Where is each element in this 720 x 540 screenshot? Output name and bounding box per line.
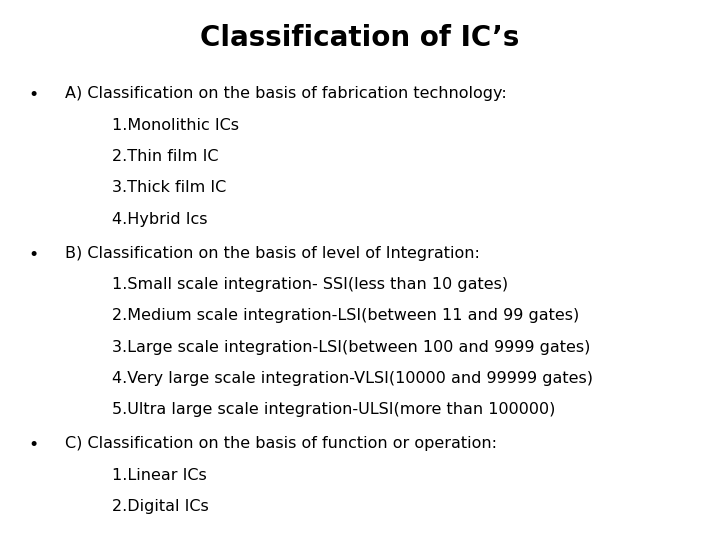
Text: 2.Thin film IC: 2.Thin film IC bbox=[112, 149, 218, 164]
Text: 3.Thick film IC: 3.Thick film IC bbox=[112, 180, 226, 195]
Text: Classification of IC’s: Classification of IC’s bbox=[200, 24, 520, 52]
Text: 1.Monolithic ICs: 1.Monolithic ICs bbox=[112, 118, 238, 133]
Text: C) Classification on the basis of function or operation:: C) Classification on the basis of functi… bbox=[65, 436, 497, 451]
Text: 4.Hybrid Ics: 4.Hybrid Ics bbox=[112, 212, 207, 227]
Text: 2.Digital ICs: 2.Digital ICs bbox=[112, 499, 208, 514]
Text: 1.Linear ICs: 1.Linear ICs bbox=[112, 468, 207, 483]
Text: 4.Very large scale integration-VLSI(10000 and 99999 gates): 4.Very large scale integration-VLSI(1000… bbox=[112, 371, 593, 386]
Text: •: • bbox=[29, 246, 39, 264]
Text: 3.Large scale integration-LSI(between 100 and 9999 gates): 3.Large scale integration-LSI(between 10… bbox=[112, 340, 590, 355]
Text: 2.Medium scale integration-LSI(between 11 and 99 gates): 2.Medium scale integration-LSI(between 1… bbox=[112, 308, 579, 323]
Text: B) Classification on the basis of level of Integration:: B) Classification on the basis of level … bbox=[65, 246, 480, 261]
Text: A) Classification on the basis of fabrication technology:: A) Classification on the basis of fabric… bbox=[65, 86, 507, 102]
Text: •: • bbox=[29, 86, 39, 104]
Text: •: • bbox=[29, 436, 39, 454]
Text: 5.Ultra large scale integration-ULSI(more than 100000): 5.Ultra large scale integration-ULSI(mor… bbox=[112, 402, 555, 417]
Text: 1.Small scale integration- SSI(less than 10 gates): 1.Small scale integration- SSI(less than… bbox=[112, 277, 508, 292]
